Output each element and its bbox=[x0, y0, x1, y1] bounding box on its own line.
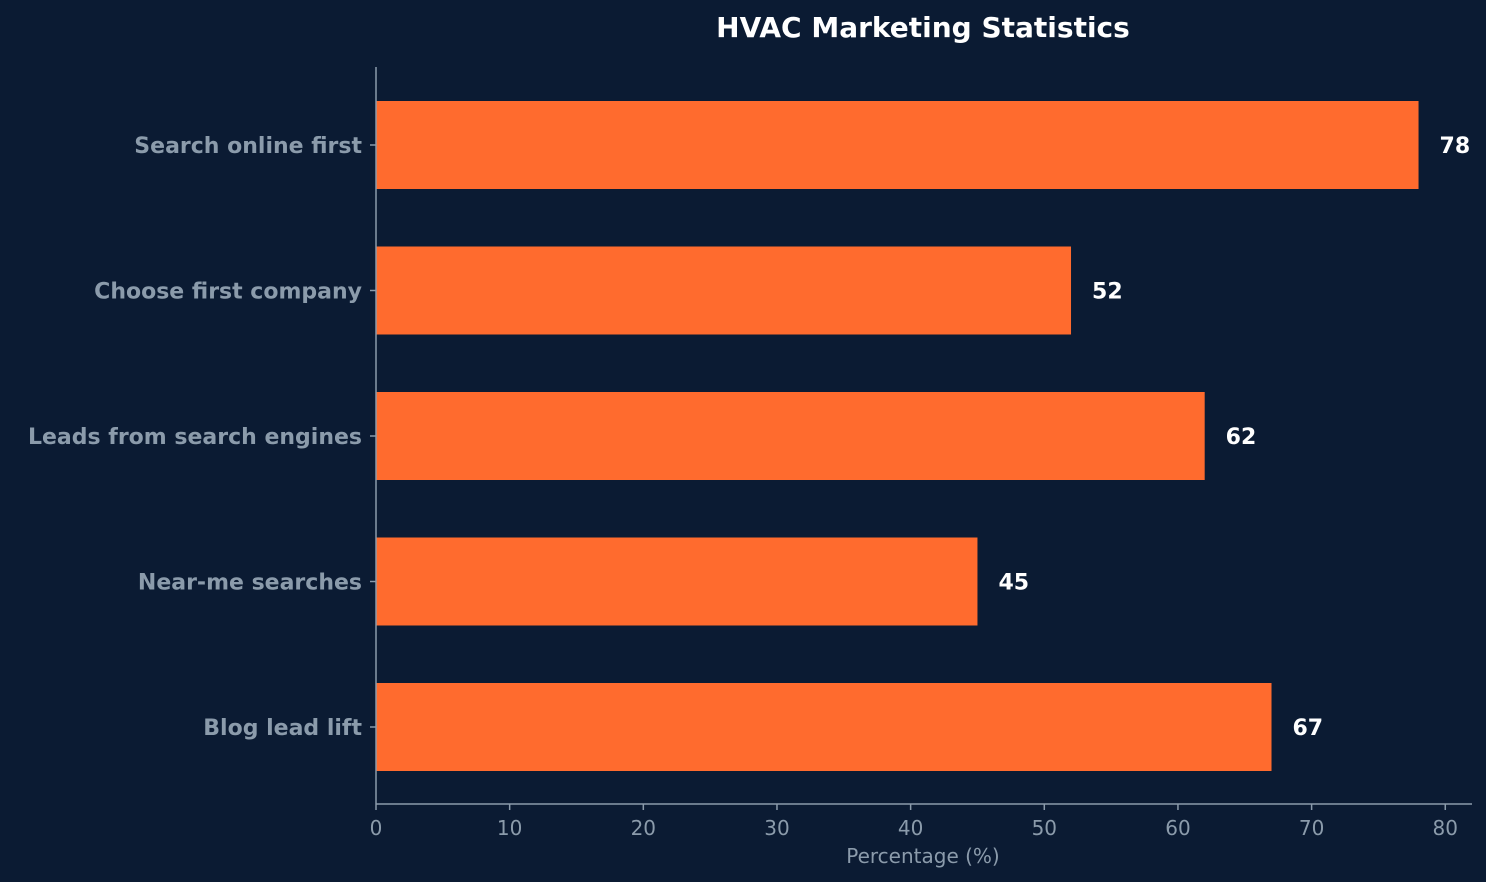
x-tick-label: 20 bbox=[631, 816, 656, 840]
x-ticks-group: 0 10 20 30 40 50 60 70 80 bbox=[370, 804, 1458, 840]
bar bbox=[376, 246, 1072, 335]
x-tick-label: 0 bbox=[370, 816, 383, 840]
chart-title: HVAC Marketing Statistics bbox=[716, 11, 1130, 44]
bar bbox=[376, 683, 1272, 771]
y-tick-label: Search online first bbox=[134, 134, 362, 159]
y-tick-label: Leads from search engines bbox=[28, 425, 362, 450]
bar-value-label: 45 bbox=[998, 571, 1029, 596]
bars-group bbox=[376, 101, 1419, 771]
x-tick-label: 50 bbox=[1032, 816, 1057, 840]
x-tick-label: 60 bbox=[1165, 816, 1190, 840]
bar bbox=[376, 537, 978, 626]
y-tick-label: Blog lead lift bbox=[203, 716, 362, 741]
value-labels-group: 78 52 62 45 67 bbox=[998, 134, 1470, 741]
bar-value-label: 78 bbox=[1440, 134, 1471, 159]
x-tick-label: 70 bbox=[1299, 816, 1324, 840]
y-ticks-group: Search online first Choose first company L… bbox=[28, 134, 376, 741]
bar-value-label: 62 bbox=[1226, 425, 1257, 450]
x-tick-label: 40 bbox=[898, 816, 923, 840]
x-tick-label: 10 bbox=[497, 816, 522, 840]
x-tick-label: 80 bbox=[1433, 816, 1458, 840]
bar bbox=[376, 392, 1205, 480]
bar-value-label: 67 bbox=[1293, 716, 1324, 741]
x-tick-label: 30 bbox=[764, 816, 789, 840]
y-tick-label: Choose first company bbox=[94, 280, 362, 305]
bar-value-label: 52 bbox=[1092, 280, 1123, 305]
bar bbox=[376, 101, 1419, 189]
x-axis-label: Percentage (%) bbox=[846, 844, 999, 868]
y-tick-label: Near-me searches bbox=[138, 571, 362, 596]
